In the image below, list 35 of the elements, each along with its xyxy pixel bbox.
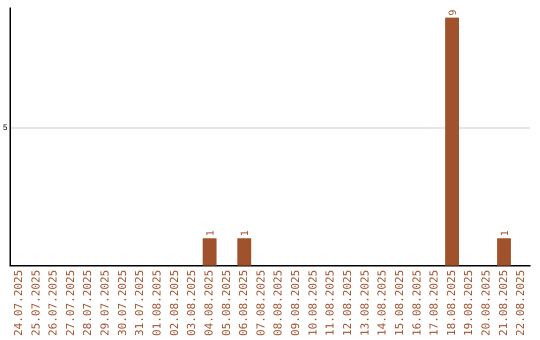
x-tick-label: 29.07.2025 [98, 270, 112, 336]
x-tick-label: 26.07.2025 [46, 270, 60, 336]
x-tick-label: 14.08.2025 [376, 270, 389, 336]
data-label: 9 [448, 10, 460, 16]
data-label: 1 [240, 230, 252, 236]
x-tick-label: 08.08.2025 [272, 270, 285, 336]
x-tick-label: 09.08.2025 [289, 270, 302, 336]
x-tick-label: 27.07.2025 [64, 270, 77, 336]
x-tick-label: 16.08.2025 [410, 270, 424, 336]
x-tick-label: 22.08.2025 [514, 270, 528, 336]
x-tick-label: 19.08.2025 [462, 270, 476, 336]
x-tick-label: 31.07.2025 [133, 270, 146, 336]
data-label: 1 [206, 230, 217, 236]
x-tick-label: 15.08.2025 [392, 270, 406, 336]
x-tick-label: 21.08.2025 [496, 270, 510, 336]
x-tick-label: 25.07.2025 [29, 270, 42, 336]
x-tick-label: 13.08.2025 [358, 270, 372, 336]
x-tick-label: 12.08.2025 [341, 270, 354, 336]
x-tick-label: 06.08.2025 [237, 270, 250, 336]
x-tick-label: 04.08.2025 [202, 270, 216, 336]
x-tick-label: 01.08.2025 [150, 270, 164, 336]
x-tick-label: 02.08.2025 [168, 270, 181, 336]
x-tick-label: 10.08.2025 [306, 270, 320, 336]
x-tick-label: 28.07.2025 [81, 270, 94, 336]
x-tick-label: 30.07.2025 [116, 270, 129, 336]
x-tick-label: 11.08.2025 [324, 270, 337, 336]
x-tick-label: 05.08.2025 [220, 270, 233, 336]
x-tick-label: 18.08.2025 [444, 270, 458, 336]
y-tick-label: 5 [2, 123, 8, 132]
x-tick-label: 24.07.2025 [12, 270, 25, 336]
x-tick-label: 17.08.2025 [428, 270, 441, 336]
x-tick-label: 20.08.2025 [480, 270, 493, 336]
x-tick-label: 07.08.2025 [254, 270, 268, 336]
data-label: 1 [500, 230, 512, 236]
x-tick-label: 03.08.2025 [185, 270, 198, 336]
